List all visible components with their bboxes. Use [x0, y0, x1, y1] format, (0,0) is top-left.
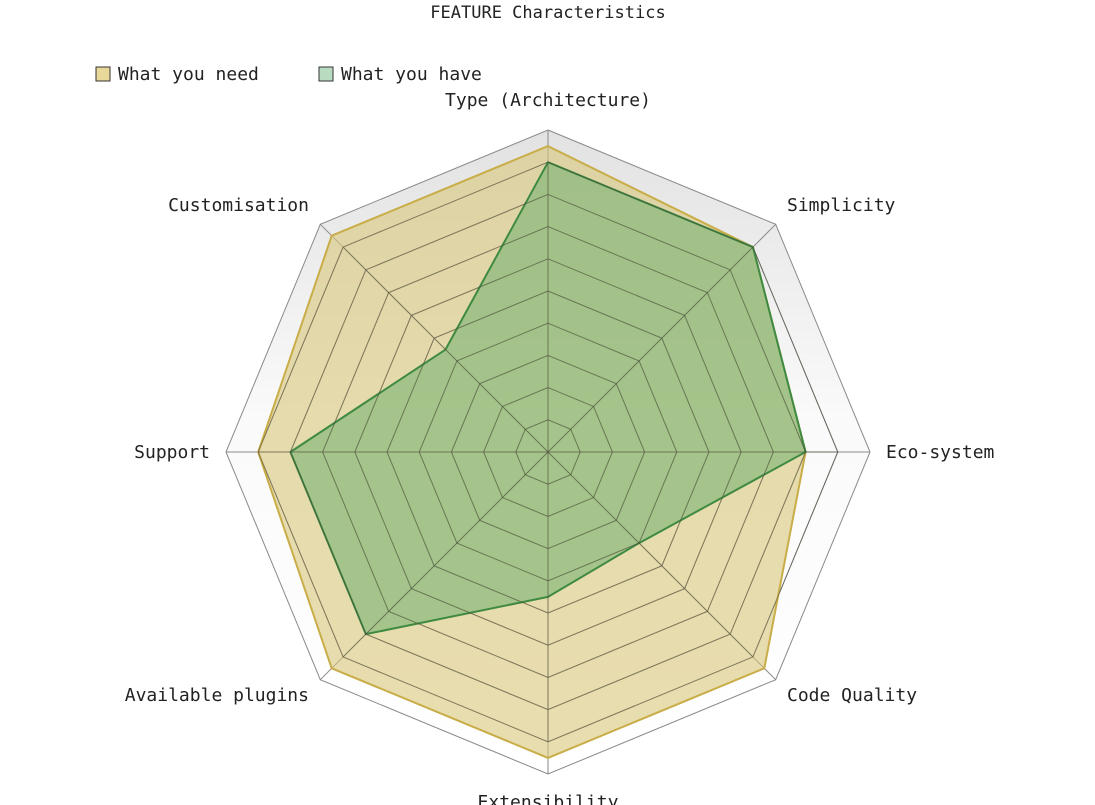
legend-label-need: What you need — [118, 64, 259, 85]
grid-spoke-overlay — [547, 451, 754, 658]
legend-swatch-have — [318, 66, 334, 82]
axis-labels: Type (Architecture) Simplicity Eco-system C… — [125, 90, 995, 805]
legend-item-need[interactable]: What you need — [95, 64, 259, 85]
grid-spoke-overlay — [547, 246, 754, 453]
chart-title: FEATURE Characteristics — [430, 3, 665, 23]
radar-series — [257, 145, 839, 759]
axis-label-customisation: Customisation — [168, 195, 309, 216]
grid-spoke-overlay — [342, 451, 549, 658]
axis-label-available-plugins: Available plugins — [125, 685, 309, 706]
axis-label-extensibility: Extensibility — [478, 792, 619, 805]
legend-item-have[interactable]: What you have — [318, 64, 482, 85]
legend: What you need What you have — [95, 64, 482, 85]
grid-spoke-overlay — [342, 246, 549, 453]
axis-label-type-architecture: Type (Architecture) — [445, 90, 651, 111]
axis-label-simplicity: Simplicity — [787, 195, 896, 216]
axis-label-eco-system: Eco-system — [886, 442, 994, 463]
legend-label-have: What you have — [341, 64, 482, 85]
grid-overlay — [257, 161, 839, 743]
axis-label-code-quality: Code Quality — [787, 685, 917, 706]
axis-label-support: Support — [134, 442, 210, 463]
legend-swatch-need — [95, 66, 111, 82]
